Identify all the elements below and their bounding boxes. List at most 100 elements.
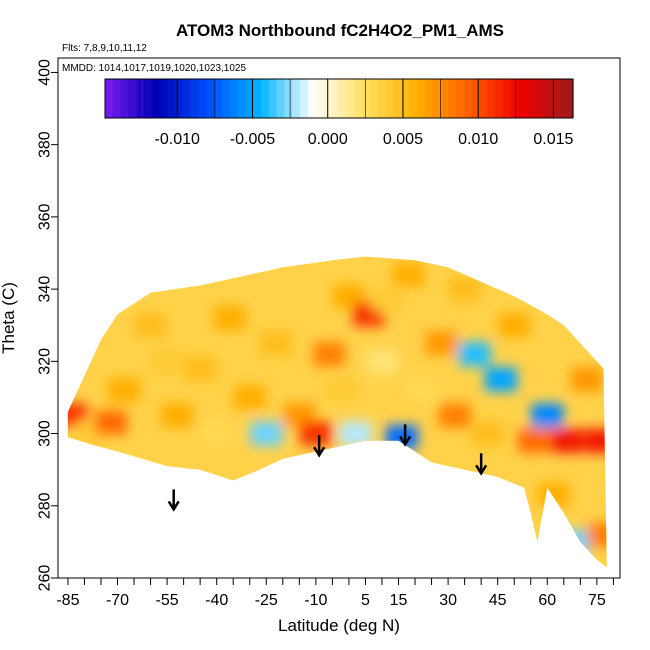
heatmap-cell: [313, 342, 346, 367]
heatmap-cell: [438, 403, 471, 428]
colorbar-segment: [370, 79, 379, 118]
heatmap-cell: [213, 306, 246, 330]
heatmap-cell: [372, 287, 405, 312]
heatmap-cell: [587, 522, 607, 547]
colorbar-segment: [541, 79, 551, 118]
heatmap-cell: [250, 421, 283, 446]
colorbar-segment: [424, 79, 434, 118]
x-tick-label: 45: [489, 592, 507, 609]
heatmap-cell: [485, 367, 517, 392]
heatmap-cell: [339, 421, 372, 446]
heatmap-cell: [557, 529, 590, 554]
colorbar-segment: [284, 79, 293, 118]
heatmap-cell: [405, 378, 438, 403]
y-axis: 260 280 300 320 340 360 380 400: [37, 59, 58, 591]
colorbar-segment: [456, 79, 465, 118]
x-tick-label: 30: [439, 592, 457, 609]
colorbar-segment: [120, 79, 129, 118]
y-axis-label: Theta (C): [0, 282, 18, 354]
heatmap-cell: [531, 403, 564, 428]
colorbar-segment: [237, 79, 246, 118]
colorbar-segment: [378, 79, 387, 118]
colorbar-segment: [144, 79, 153, 118]
colorbar: -0.010 -0.005 0.000 0.005 0.010 0.015: [104, 78, 574, 148]
heatmap-cell: [537, 482, 570, 507]
heatmap-cell: [570, 367, 603, 392]
down-arrow-marker: [475, 453, 488, 476]
heatmap-cell: [184, 356, 217, 381]
y-tick-label: 340: [37, 276, 54, 303]
colorbar-segment: [495, 79, 504, 118]
colorbar-segment: [159, 79, 168, 118]
colorbar-segment: [510, 79, 519, 118]
colorbar-segment: [198, 79, 207, 118]
down-arrow-marker: [167, 489, 180, 512]
colorbar-segment: [471, 79, 480, 118]
colorbar-tick-label: 0.015: [533, 131, 573, 148]
heatmap-cell: [392, 262, 425, 287]
colorbar-frame: [104, 78, 574, 119]
x-tick-label: -40: [205, 592, 228, 609]
x-tick-label: -70: [106, 592, 129, 609]
x-tick-label: 15: [390, 592, 408, 609]
heatmap-cell: [134, 313, 167, 338]
arrow-markers: [167, 424, 488, 512]
y-tick-label: 360: [37, 203, 54, 230]
colorbar-segment: [385, 79, 395, 118]
colorbar-segment: [557, 79, 566, 118]
colorbar-segment: [440, 79, 449, 118]
heatmap-cell: [161, 403, 193, 428]
colorbar-tick-label: 0.005: [383, 131, 423, 148]
heatmap-cell: [498, 313, 531, 338]
heatmap-cell: [200, 421, 233, 446]
colorbar-segment: [307, 79, 317, 118]
y-tick-label: 280: [37, 492, 54, 519]
colorbar-segment: [448, 79, 457, 118]
colorbar-segment: [206, 79, 215, 118]
colorbar-segment: [175, 79, 184, 118]
heatmap-cell: [67, 403, 88, 428]
heatmap-cell: [326, 378, 359, 403]
colorbar-segment: [534, 79, 543, 118]
colorbar-tick-label: -0.010: [155, 131, 200, 148]
colorbar-segment: [190, 79, 200, 118]
heatmap-cell: [366, 349, 398, 374]
colorbar-segment: [463, 79, 473, 118]
heatmap-cell: [299, 421, 332, 446]
heatmap-cell: [471, 421, 504, 446]
colorbar-segment: [222, 79, 231, 118]
heatmap-cell: [551, 428, 584, 453]
colorbar-segment: [417, 79, 426, 118]
x-tick-label: 60: [538, 592, 556, 609]
x-tick-label: -10: [304, 592, 327, 609]
colorbar-segment: [253, 79, 262, 118]
heatmap-cell: [260, 331, 293, 356]
dates-note: MMDD: 1014,1017,1019,1020,1023,1025: [62, 63, 246, 74]
x-tick-label: -55: [156, 592, 179, 609]
colorbar-segment: [214, 79, 223, 118]
colorbar-segment: [128, 79, 137, 118]
colorbar-segment: [261, 79, 270, 118]
x-axis-label: Latitude (deg N): [278, 616, 400, 635]
y-tick-label: 400: [37, 59, 54, 86]
heatmap-cell: [584, 428, 607, 453]
x-axis: -85 -70 -55 -40 -25 -10 5 15 30 45 60 75: [56, 578, 614, 609]
x-tick-label: -85: [56, 592, 79, 609]
flights-note: Flts: 7,8,9,10,11,12: [62, 43, 147, 54]
colorbar-segment: [315, 79, 324, 118]
colorbar-segment: [112, 79, 122, 118]
colorbar-segment: [479, 79, 488, 118]
colorbar-segment: [300, 79, 309, 118]
heatmap-cell: [233, 385, 266, 410]
colorbar-segment: [136, 79, 145, 118]
colorbar-segment: [401, 79, 410, 118]
colorbar-segment: [565, 79, 574, 118]
y-tick-label: 300: [37, 420, 54, 447]
plot-frame: [57, 57, 621, 579]
heatmap-cell: [458, 342, 491, 367]
heatmap-cell: [108, 378, 141, 403]
colorbar-segment: [354, 79, 363, 118]
heatmap-cell: [94, 410, 127, 435]
heatmap-cell: [425, 331, 458, 356]
